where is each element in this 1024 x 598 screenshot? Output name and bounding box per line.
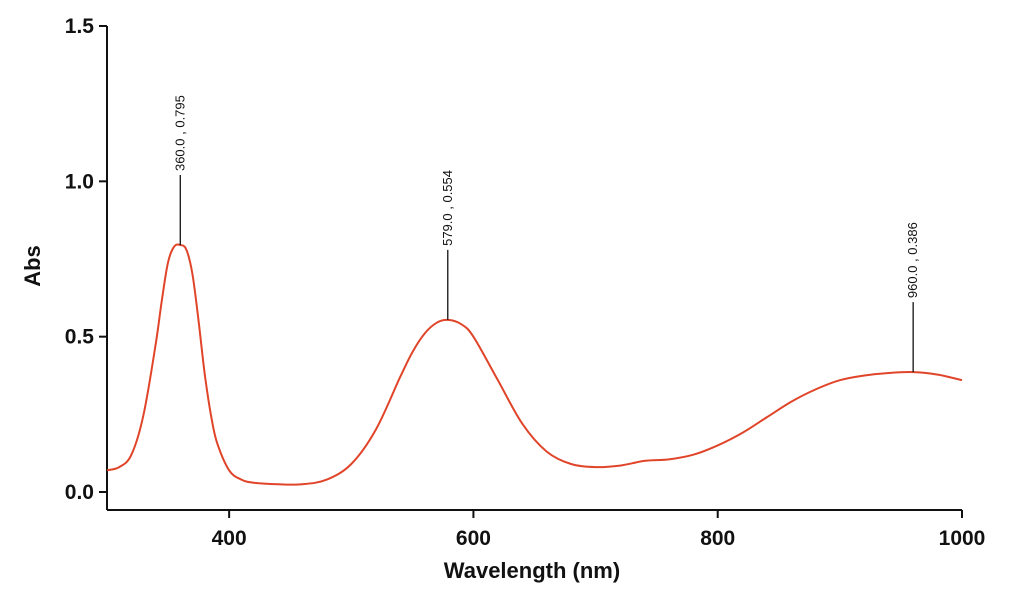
y-tick-label: 0.5: [65, 326, 95, 349]
y-tick-label: 1.0: [65, 170, 94, 193]
peak-label: 579.0 , 0.554: [440, 170, 455, 246]
x-tick-label: 600: [456, 527, 491, 550]
y-tick-label: 0.0: [65, 481, 94, 504]
peak-label: 360.0 , 0.795: [172, 95, 187, 171]
absorbance-series-line: [106, 243, 963, 486]
x-tick-label: 1000: [939, 527, 986, 550]
x-tick-label: 800: [700, 527, 735, 550]
y-axis-title: Abs: [20, 245, 45, 287]
peak-label: 960.0 , 0.386: [905, 222, 920, 298]
y-tick-label: 1.5: [65, 15, 95, 38]
x-tick-label: 400: [212, 527, 247, 550]
x-axis-title: Wavelength (nm): [444, 558, 620, 583]
